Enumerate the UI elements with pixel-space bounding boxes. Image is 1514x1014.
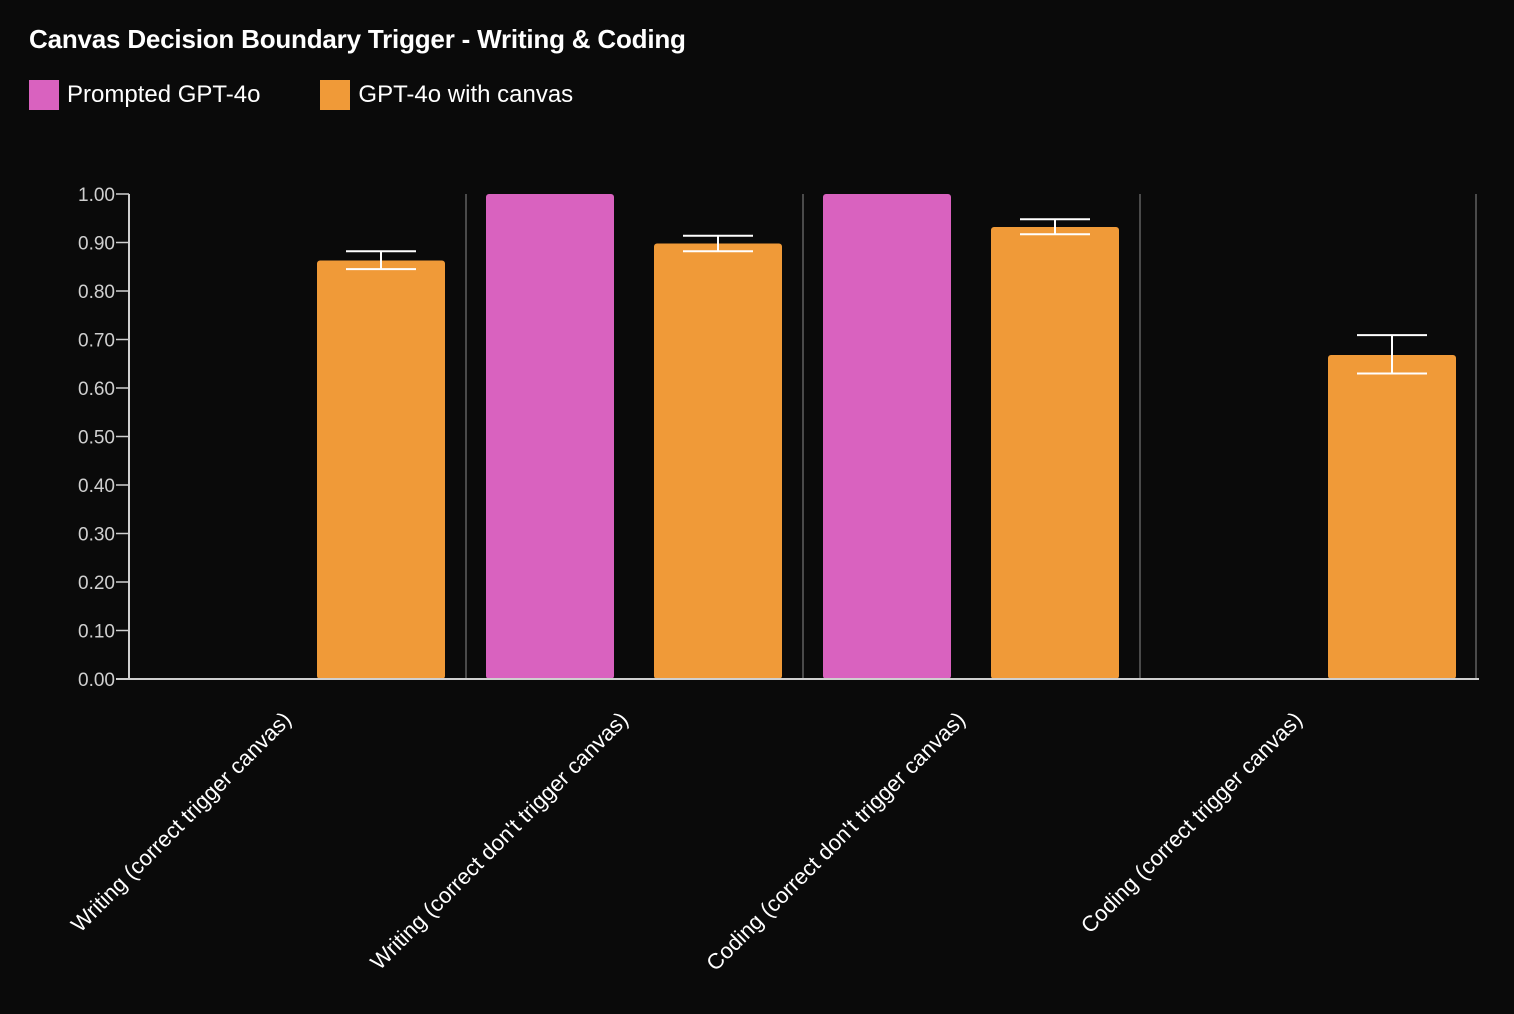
x-category-label: Coding (correct trigger canvas) [1076, 707, 1307, 938]
y-tick-label: 0.10 [78, 622, 115, 643]
legend-label-prompted-gpt-4o: Prompted GPT-4o [67, 81, 261, 108]
bar [486, 194, 614, 679]
bar [1328, 355, 1456, 679]
x-category-label: Writing (correct don't trigger canvas) [365, 707, 633, 975]
y-tick-label: 1.00 [78, 185, 115, 206]
legend-label-gpt-4o-with-canvas: GPT-4o with canvas [358, 81, 574, 108]
bar [823, 194, 951, 679]
y-tick-label: 0.90 [78, 234, 115, 255]
x-category-label: Writing (correct trigger canvas) [66, 707, 296, 937]
y-tick-label: 0.30 [78, 525, 115, 546]
chart-title: Canvas Decision Boundary Trigger - Writi… [29, 24, 686, 54]
bar [991, 226, 1119, 680]
bar [317, 260, 445, 679]
legend: Prompted GPT-4o GPT-4o with canvas [29, 80, 633, 110]
legend-swatch-gpt-4o-with-canvas [320, 80, 351, 110]
y-tick-label: 0.70 [78, 331, 115, 352]
legend-item-gpt-4o-with-canvas: GPT-4o with canvas [320, 80, 573, 110]
y-tick-label: 0.40 [78, 476, 115, 497]
y-tick-label: 0.50 [78, 428, 115, 449]
legend-swatch-prompted-gpt-4o [29, 80, 59, 110]
y-tick-label: 0.80 [78, 282, 115, 303]
y-tick-label: 0.20 [78, 573, 115, 594]
y-tick-label: 0.00 [78, 670, 115, 691]
bar [654, 243, 782, 679]
x-category-label: Coding (correct don't trigger canvas) [701, 707, 970, 976]
legend-item-prompted-gpt-4o: Prompted GPT-4o [29, 80, 260, 110]
y-tick-label: 0.60 [78, 379, 115, 400]
